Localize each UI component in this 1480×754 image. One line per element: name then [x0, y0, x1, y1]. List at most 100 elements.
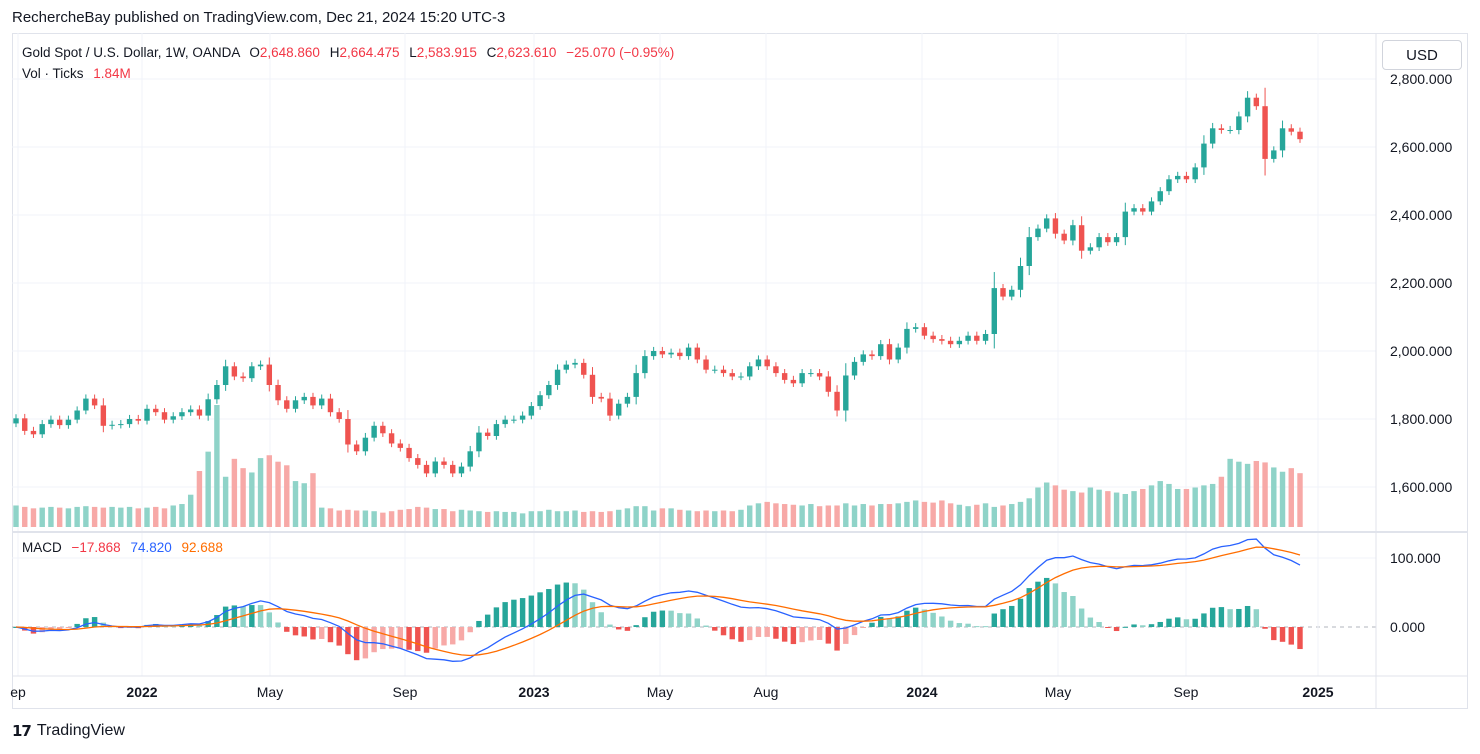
volume-label: Vol · Ticks: [22, 66, 84, 81]
macd-histogram-bar: [720, 627, 727, 636]
chart-frame[interactable]: [12, 33, 1468, 709]
volume-bar: [1157, 481, 1163, 527]
volume-bar: [301, 483, 307, 527]
grid: [12, 33, 1376, 676]
candle-body: [720, 369, 727, 374]
candle-body: [991, 288, 997, 334]
macd-histogram-bar: [292, 627, 299, 636]
candlesticks: [13, 87, 1303, 478]
macd-line-value: 74.820: [130, 540, 172, 555]
macd-histogram-bar: [834, 627, 840, 651]
macd-label: MACD: [22, 540, 62, 555]
currency-button[interactable]: USD: [1382, 40, 1462, 70]
candle-body: [397, 443, 404, 448]
time-tick-label: May: [257, 684, 283, 700]
price-tick-label: 2,000.000: [1390, 343, 1452, 359]
candle-body: [109, 424, 115, 426]
macd-tick-label: 100.000: [1390, 550, 1441, 566]
volume-bar: [598, 511, 604, 527]
macd-histogram-bar: [1183, 619, 1190, 627]
candle-body: [415, 458, 421, 465]
macd-histogram-bar: [1297, 627, 1303, 650]
macd-histogram-bar: [607, 624, 613, 627]
candle-body: [511, 419, 517, 421]
volume-bar: [100, 507, 107, 527]
candle-body: [450, 464, 456, 474]
macd-histogram-bar: [153, 623, 159, 627]
macd-histogram-bar: [301, 627, 307, 637]
volume-bar: [161, 508, 168, 527]
macd-histogram-bar: [546, 589, 552, 627]
candle-body: [519, 415, 526, 420]
volume-bar: [808, 504, 814, 527]
candle-body: [1253, 97, 1260, 107]
time-tick-label: Sep: [1174, 684, 1199, 700]
candle-body: [930, 335, 936, 340]
volume-bar: [834, 505, 840, 527]
candle-body: [747, 366, 753, 377]
volume-bar: [511, 511, 517, 527]
volume-bar: [738, 509, 744, 527]
volume-bar: [843, 503, 849, 527]
candle-body: [589, 374, 596, 397]
candle-body: [773, 366, 779, 374]
candle-body: [982, 334, 989, 341]
macd-histogram-bar: [196, 624, 203, 627]
volume-bar: [607, 511, 613, 527]
macd-histogram-bar: [458, 627, 465, 641]
volume-bar: [83, 506, 89, 527]
candle-body: [266, 364, 273, 385]
volume-bar: [563, 511, 569, 527]
candle-body: [974, 335, 980, 341]
macd-histogram-bar: [519, 598, 526, 627]
volume-bar: [39, 507, 45, 527]
candle-body: [1052, 218, 1059, 234]
candle-body: [275, 385, 281, 401]
volume-bar: [947, 503, 954, 527]
candle-body: [1183, 175, 1190, 180]
volume-bar: [642, 506, 648, 527]
volume-bar: [860, 504, 866, 527]
volume-bar: [1201, 485, 1207, 527]
volume-bar: [904, 501, 910, 527]
macd-histogram-bar: [1279, 627, 1286, 642]
macd-histogram-bar: [1201, 613, 1207, 627]
volume-bar: [1192, 487, 1198, 527]
candle-body: [345, 419, 351, 445]
volume-bar: [729, 511, 735, 527]
macd-histogram-bar: [773, 627, 779, 639]
candle-body: [336, 412, 342, 419]
macd-histogram-bar: [327, 627, 334, 643]
volume-bar: [48, 506, 54, 527]
candle-body: [781, 373, 788, 380]
candle-body: [921, 327, 928, 336]
candle-body: [659, 351, 666, 355]
macd-histogram-bar: [1236, 608, 1242, 627]
volume-bar: [353, 510, 360, 527]
macd-histogram-bar: [450, 627, 456, 645]
macd-histogram-bar: [703, 625, 709, 627]
macd-histogram-bar: [1157, 621, 1163, 627]
candle-body: [965, 335, 971, 341]
volume-bar: [703, 510, 709, 527]
volume-bar: [310, 473, 316, 527]
macd-histogram-bar: [310, 627, 316, 640]
candle-body: [196, 409, 203, 416]
volume-bar: [1105, 491, 1111, 527]
macd-histogram-bar: [965, 623, 971, 627]
candle-body: [205, 399, 211, 416]
candle-body: [153, 408, 159, 413]
macd-histogram-bar: [904, 610, 910, 627]
price-tick-label: 1,800.000: [1390, 411, 1452, 427]
macd-histogram-bar: [912, 607, 919, 627]
volume-bar: [205, 451, 211, 527]
open-value: 2,648.860: [259, 45, 320, 60]
footer-brand[interactable]: 𝟭𝟳 TradingView: [12, 722, 125, 740]
volume-bar: [624, 508, 631, 527]
volume-bar: [764, 501, 770, 527]
macd-histogram-bar: [1026, 588, 1032, 627]
volume-bar: [153, 506, 159, 527]
time-tick-label: 2022: [126, 684, 157, 700]
time-tick-label: May: [647, 684, 673, 700]
